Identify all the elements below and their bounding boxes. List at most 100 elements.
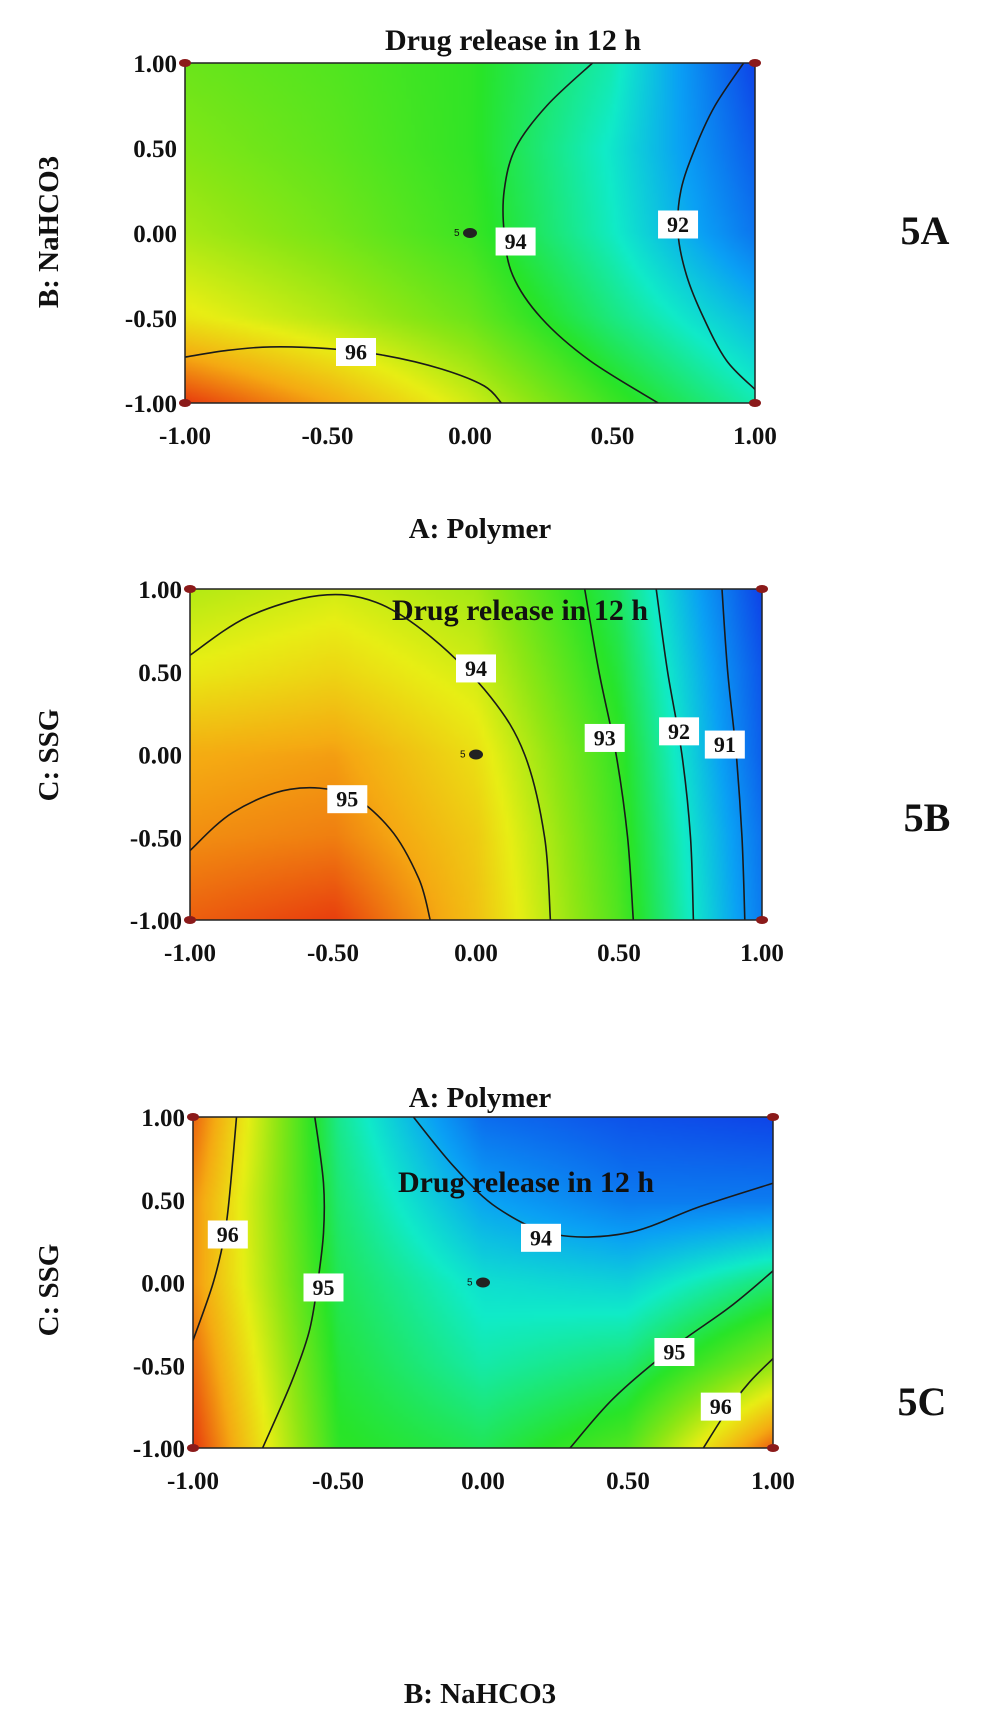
panel-label: 5B	[904, 795, 951, 840]
x-tick-label: -1.00	[159, 423, 211, 450]
y-tick-label: 0.50	[133, 136, 177, 163]
contour-plot-5b: Drug release in 12 h C: SSG A: Polymer 5…	[33, 577, 950, 1114]
contour-label: 94	[465, 656, 487, 681]
x-tick-label: 0.00	[448, 423, 492, 450]
contour-line	[583, 589, 635, 920]
design-point-marker	[749, 399, 761, 407]
y-tick-label: -1.00	[133, 1436, 185, 1463]
contour-label: 94	[530, 1225, 552, 1250]
y-tick-label: 1.00	[141, 1105, 185, 1132]
contour-label: 96	[217, 1222, 239, 1247]
contour-label: 96	[345, 340, 367, 365]
x-tick-label: -0.50	[301, 423, 353, 450]
y-tick-label: -0.50	[130, 825, 182, 852]
center-point-marker: 5	[467, 1277, 490, 1289]
contour-91: 91	[704, 589, 746, 920]
center-point-marker: 5	[454, 228, 477, 239]
y-tick-label: -0.50	[133, 1353, 185, 1380]
contour-label-box	[495, 227, 536, 256]
contour-96-lower: 96	[700, 1358, 773, 1448]
x-tick-label: 0.00	[454, 940, 498, 967]
contour-94: 94	[495, 63, 659, 403]
y-tick-label: -1.00	[130, 908, 182, 935]
panel-label: 5C	[898, 1379, 947, 1424]
chart-title: Drug release in 12 h	[392, 594, 648, 627]
contour-plot-5a: Drug release in 12 h B: NaHCO3 A: Polyme…	[33, 24, 950, 545]
x-tick-label: -1.00	[164, 940, 216, 967]
x-tick-label: 1.00	[740, 940, 784, 967]
chart-title: Drug release in 12 h	[385, 24, 641, 57]
contour-set: 96 95 94 95 96	[193, 1117, 773, 1448]
center-point-marker: 5	[460, 749, 483, 761]
panel-label: 5A	[901, 208, 950, 253]
contour-96: 96	[193, 1117, 248, 1341]
contour-line	[190, 593, 552, 920]
x-tick-label: 0.50	[597, 940, 641, 967]
contour-line	[655, 589, 695, 920]
contour-label: 92	[667, 212, 689, 237]
x-axis-label: B: NaHCO3	[404, 1678, 556, 1710]
design-point-marker	[184, 916, 196, 924]
y-tick-label: 0.00	[138, 743, 182, 770]
y-tick-label: 1.00	[133, 51, 177, 78]
chart-title: Drug release in 12 h	[398, 1166, 654, 1199]
design-point-marker	[179, 399, 191, 407]
x-tick-label: -1.00	[167, 1468, 219, 1495]
y-axis-label: C: SSG	[33, 1244, 65, 1337]
design-point-marker	[187, 1113, 199, 1121]
contour-label-box	[303, 1273, 344, 1302]
y-axis-label: C: SSG	[33, 709, 65, 802]
x-tick-labels: -1.00 -0.50 0.00 0.50 1.00	[159, 423, 777, 450]
contour-94: 94	[190, 593, 552, 920]
y-axis-label: B: NaHCO3	[33, 156, 65, 308]
x-axis-label: A: Polymer	[409, 513, 552, 545]
x-tick-label: 0.00	[461, 1468, 505, 1495]
y-tick-label: -0.50	[125, 306, 177, 333]
contour-label: 95	[336, 787, 358, 812]
center-point-dot	[476, 1277, 490, 1288]
y-tick-labels: 1.00 0.50 0.00 -0.50 -1.00	[130, 577, 182, 935]
x-tick-label: 0.50	[591, 423, 635, 450]
design-point-marker	[184, 585, 196, 593]
y-tick-labels: 1.00 0.50 0.00 -0.50 -1.00	[133, 1105, 185, 1463]
contour-label: 95	[313, 1275, 335, 1300]
contour-label-box	[704, 730, 745, 759]
contour-label-box	[584, 723, 625, 752]
contour-label-box	[658, 210, 699, 239]
center-point-dot	[463, 228, 477, 238]
x-tick-label: -0.50	[312, 1468, 364, 1495]
contour-label-box	[327, 785, 368, 814]
center-point-replicates: 5	[454, 228, 460, 239]
contour-96: 96	[185, 338, 502, 403]
y-tick-labels: 1.00 0.50 0.00 -0.50 -1.00	[125, 51, 177, 418]
design-point-marker	[767, 1113, 779, 1121]
center-point-dot	[469, 749, 483, 760]
center-point-replicates: 5	[467, 1278, 473, 1289]
contour-label: 92	[668, 719, 690, 744]
plot-frame	[184, 62, 756, 404]
design-point-marker	[749, 59, 761, 67]
y-tick-label: -1.00	[125, 391, 177, 418]
contour-label-box	[207, 1220, 248, 1249]
contour-label: 93	[594, 725, 616, 750]
x-tick-labels: -1.00 -0.50 0.00 0.50 1.00	[164, 940, 784, 967]
y-tick-label: 0.50	[141, 1188, 185, 1215]
x-axis-label: A: Polymer	[409, 1082, 552, 1114]
y-tick-label: 0.00	[141, 1271, 185, 1298]
x-tick-label: 1.00	[751, 1468, 795, 1495]
x-tick-labels: -1.00 -0.50 0.00 0.50 1.00	[167, 1468, 795, 1495]
contour-label-box	[336, 338, 376, 366]
contour-set: 96 94 92	[185, 63, 755, 403]
y-tick-label: 0.00	[133, 221, 177, 248]
y-tick-label: 1.00	[138, 577, 182, 604]
contour-92: 92	[658, 63, 755, 390]
design-point-marker	[756, 916, 768, 924]
design-point-marker	[187, 1444, 199, 1452]
x-tick-label: 0.50	[606, 1468, 650, 1495]
contour-plot-5c: Drug release in 12 h C: SSG B: NaHCO3 5C…	[33, 1105, 946, 1710]
contour-95: 95	[190, 785, 431, 920]
x-tick-label: 1.00	[733, 423, 777, 450]
plot-frame	[192, 1116, 774, 1449]
design-point-marker	[767, 1444, 779, 1452]
contour-label-box	[654, 1338, 695, 1367]
